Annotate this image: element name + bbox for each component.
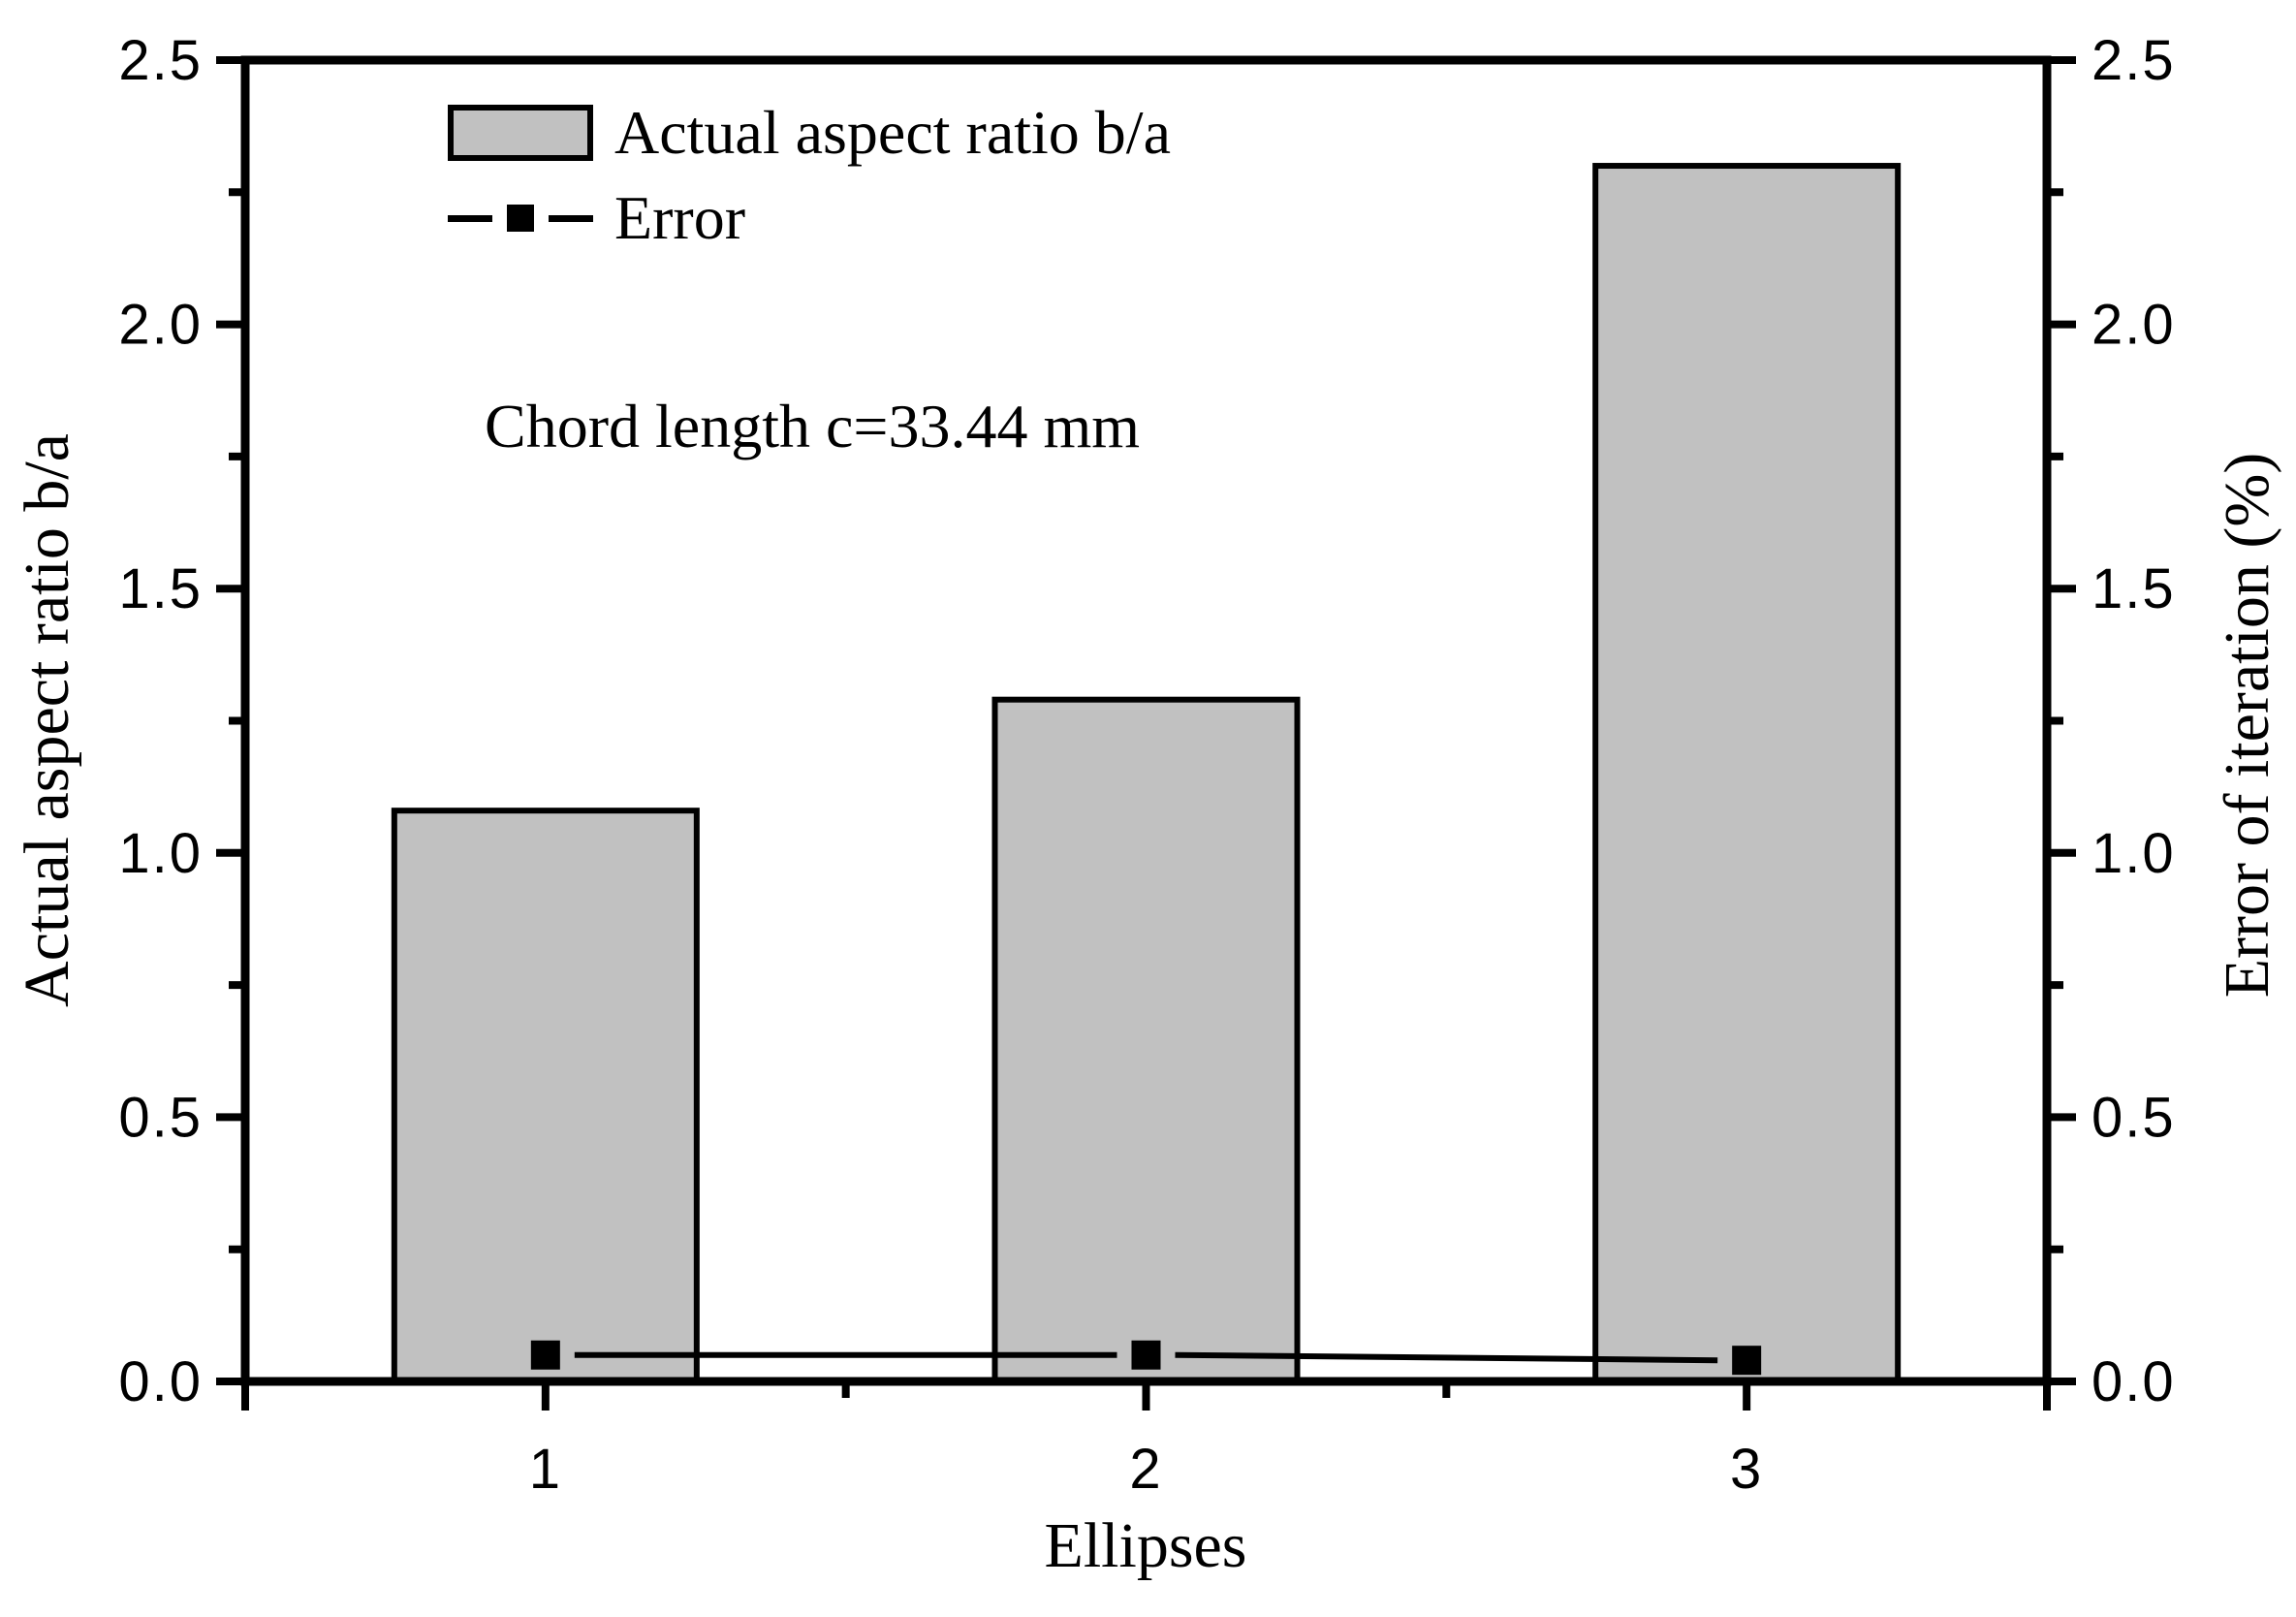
legend: Actual aspect ratio b/a Error bbox=[448, 102, 1171, 249]
bar bbox=[991, 696, 1301, 1384]
y-tick-label: 1.0 bbox=[2092, 822, 2176, 885]
y-tick-label: 1.0 bbox=[118, 822, 203, 885]
y-tick-label: 2.0 bbox=[2092, 294, 2176, 357]
y-tick-label: 2.0 bbox=[118, 294, 203, 357]
legend-label-error: Error bbox=[614, 183, 746, 252]
y-tick-label: 2.5 bbox=[118, 29, 203, 92]
bar-swatch bbox=[448, 105, 593, 161]
y-tick-label: 0.0 bbox=[2092, 1350, 2176, 1413]
legend-item-bar: Actual aspect ratio b/a bbox=[448, 102, 1171, 164]
legend-item-error: Error bbox=[448, 187, 1171, 249]
error-marker bbox=[530, 1340, 560, 1370]
x-tick-label: 1 bbox=[529, 1438, 562, 1501]
y-tick-label: 2.5 bbox=[2092, 29, 2176, 92]
y-tick-label: 0.5 bbox=[118, 1086, 203, 1149]
y-tick-label: 1.5 bbox=[118, 557, 203, 620]
y-tick-label: 1.5 bbox=[2092, 557, 2176, 620]
bar bbox=[1592, 163, 1902, 1384]
x-tick-label: 3 bbox=[1730, 1438, 1763, 1501]
y-tick-label: 0.0 bbox=[118, 1350, 203, 1413]
legend-dash-icon bbox=[448, 214, 492, 222]
legend-label-bar: Actual aspect ratio b/a bbox=[614, 98, 1171, 167]
x-axis-title: Ellipses bbox=[1044, 1510, 1247, 1581]
bar bbox=[391, 808, 700, 1384]
y-tick-label: 0.5 bbox=[2092, 1086, 2176, 1149]
annotation-chord-length: Chord length c=33.44 mm bbox=[485, 392, 1141, 460]
error-line-segment bbox=[1175, 1351, 1718, 1364]
x-tick-label: 2 bbox=[1129, 1438, 1162, 1501]
legend-dash-icon bbox=[549, 214, 593, 222]
right-axis-title: Error of iteration (%) bbox=[2212, 452, 2282, 999]
error-marker bbox=[1732, 1346, 1762, 1376]
left-axis-title: Actual aspect ratio b/a bbox=[12, 433, 82, 1007]
line-marker-swatch bbox=[448, 190, 593, 246]
error-marker bbox=[1131, 1340, 1161, 1370]
legend-square-marker-icon bbox=[507, 205, 534, 232]
